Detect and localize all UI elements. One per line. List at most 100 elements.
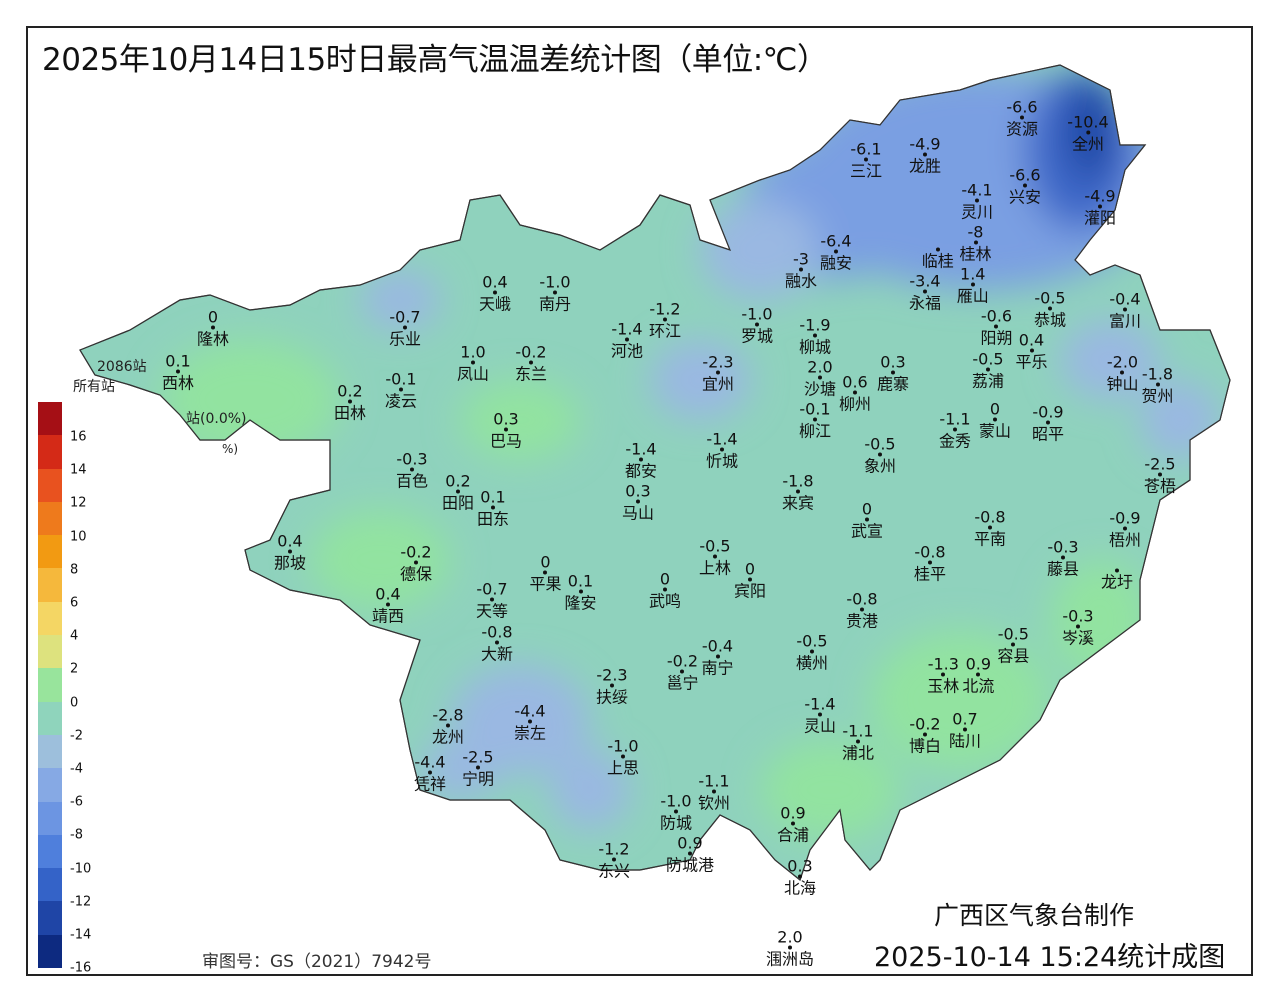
legend-tick-label: 2 [70,661,79,677]
station-融水: -3 融水 [785,251,817,290]
station-dot-icon [715,370,720,375]
station-name: 柳城 [798,337,832,357]
station-value: -1.1 [698,771,730,791]
station-name: 崇左 [513,723,547,743]
station-环江: -1.2 环江 [649,301,681,340]
station-value: -6.6 [1009,165,1041,185]
station-name: 德保 [399,564,433,583]
station-name: 钟山 [1106,374,1139,394]
station-name: 东兰 [514,364,548,384]
station-value: -0.5 [864,434,896,454]
station-dot-icon [797,874,802,879]
station-value: -0.2 [515,342,547,362]
station-dot-icon [754,322,759,327]
station-name: 平乐 [1015,352,1048,372]
station-name: 临桂 [921,251,954,271]
station-忻城: -1.4 忻城 [706,431,738,470]
legend-tick-label: -6 [70,794,83,810]
legend-swatch [38,901,62,935]
station-dot-icon [527,719,532,724]
station-dot-icon [790,821,795,826]
stats-fragment: %) [222,442,239,456]
station-value: -1.1 [939,409,971,429]
station-靖西: 0.4 靖西 [372,585,404,624]
station-上思: -1.0 上思 [607,738,639,777]
station-龙圩: 龙圩 [1101,552,1133,591]
station-value: -1.4 [804,694,836,714]
station-富川: -0.4 富川 [1109,291,1141,330]
station-value: -0.5 [699,536,731,556]
station-dot-icon [859,607,864,612]
legend-swatch [38,801,62,835]
station-陆川: 0.7 陆川 [949,711,981,750]
station-value: 0.3 [787,856,813,876]
station-dot-icon [798,267,803,272]
station-name: 大新 [480,644,514,664]
station-扶绥: -2.3 扶绥 [596,667,628,706]
station-dot-icon [638,457,643,462]
station-name: 上林 [698,558,731,578]
station-name: 贺州 [1141,386,1174,406]
station-name: 融安 [819,253,853,273]
station-沙塘: 2.0 沙塘 [804,358,836,397]
station-name: 河池 [610,341,644,361]
station-name: 那坡 [273,553,307,573]
station-name: 邕宁 [666,673,699,693]
station-钟山: -2.0 钟山 [1106,354,1138,393]
station-平果: 0 平果 [529,554,561,593]
station-邕宁: -0.2 邕宁 [666,653,698,692]
station-融安: -6.4 融安 [820,233,852,272]
legend-swatch [38,535,62,569]
station-value: -1.0 [607,736,639,756]
station-name: 隆安 [564,593,597,613]
station-dot-icon [210,325,215,330]
station-那坡: 0.4 那坡 [274,533,306,572]
station-name: 都安 [624,461,658,481]
station-name: 凤山 [456,364,490,384]
station-南宁: -0.4 南宁 [701,638,733,677]
station-name: 环江 [648,321,682,341]
station-value: 0 [207,307,219,327]
station-name: 凌云 [384,391,418,411]
field-patch [650,340,750,420]
field-patch [870,630,1050,770]
station-dot-icon [490,505,495,510]
station-name: 罗城 [740,326,774,346]
station-dot-icon [528,360,533,365]
station-name: 武宣 [850,521,884,541]
station-value: -0.5 [997,624,1029,644]
station-value: -0.3 [396,449,428,469]
station-dot-icon [1019,115,1024,120]
station-dot-icon [624,337,629,342]
station-value: -0.5 [972,349,1004,369]
station-value: -6.1 [850,139,882,159]
station-name: 玉林 [927,676,960,696]
station-name: 宾阳 [733,581,767,601]
station-dot-icon [1097,204,1102,209]
station-value: -0.4 [701,636,734,656]
station-value: -0.7 [476,579,508,599]
station-钦州: -1.1 钦州 [698,773,730,812]
station-容县: -0.5 容县 [997,626,1029,665]
station-value: 0.4 [1018,330,1045,350]
station-value: -0.8 [846,589,878,609]
station-dot-icon [877,452,882,457]
station-name: 富川 [1108,311,1142,331]
field-patch [700,200,820,300]
field-patch [760,740,900,840]
station-value: -2.5 [1144,454,1176,474]
station-name: 巴马 [489,431,523,451]
station-value: 2.0 [807,357,833,377]
station-value: -10.4 [1067,112,1109,132]
station-天等: -0.7 天等 [476,581,508,620]
station-value: 1.4 [960,264,986,284]
station-dot-icon [1011,642,1016,647]
station-dot-icon [673,809,678,813]
station-value: -4.9 [1084,186,1116,206]
station-value: -2.3 [596,665,628,685]
station-dot-icon [492,290,497,295]
stats-fragment: 站(0.0%) [186,411,247,427]
legend-tick-label: -8 [70,827,83,843]
station-宜州: -2.3 宜州 [702,354,734,393]
station-柳州: 0.6 柳州 [839,374,871,413]
